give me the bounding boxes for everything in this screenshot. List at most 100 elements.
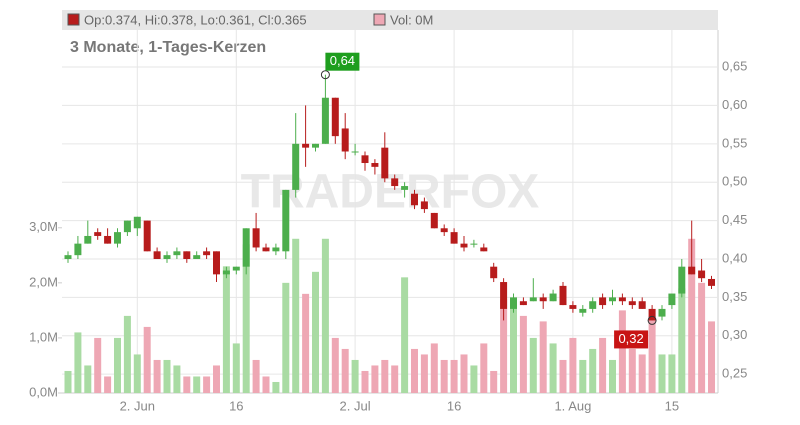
- candle-body: [480, 247, 488, 252]
- candle-body: [460, 243, 468, 248]
- candle-body: [688, 266, 696, 275]
- y-tick-label: 0,60: [722, 97, 747, 112]
- candle-body: [519, 301, 527, 306]
- y-tick-label: 0,65: [722, 58, 747, 73]
- volume-bar: [678, 288, 686, 393]
- volume-bar: [480, 343, 488, 393]
- legend-swatch: [67, 13, 80, 26]
- volume-bar: [599, 337, 607, 393]
- candle-body: [302, 143, 310, 148]
- x-tick-label: 1. Aug: [554, 398, 591, 413]
- volume-bar: [450, 359, 458, 393]
- candle-body: [74, 243, 82, 256]
- y-tick-label: 0,30: [722, 327, 747, 342]
- volume-bar: [312, 271, 319, 393]
- volume-bar: [688, 238, 696, 393]
- candle-body: [698, 270, 706, 279]
- volume-bar: [529, 337, 537, 393]
- chart-title: 3 Monate, 1-Tages-Kerzen: [70, 39, 266, 56]
- candle-body: [500, 282, 508, 309]
- y2-tick-label: 3,0M: [29, 219, 58, 234]
- candle-body: [153, 251, 161, 259]
- candle-body: [213, 251, 220, 275]
- candle-body: [193, 255, 201, 259]
- volume-bar: [341, 348, 349, 393]
- legend-bar: [62, 10, 718, 30]
- candle-body: [638, 301, 646, 309]
- candle-body: [420, 201, 428, 210]
- candle-body: [549, 293, 557, 302]
- candle-body: [440, 228, 448, 233]
- volume-bar: [321, 238, 329, 393]
- annotation-box: [614, 330, 649, 349]
- y2-tick-label: 0,0M: [29, 384, 58, 399]
- volume-bar: [232, 343, 240, 393]
- volume-bar: [262, 376, 270, 393]
- volume-bar: [361, 370, 369, 393]
- volume-bar: [609, 359, 616, 393]
- x-tick-label: 16: [447, 398, 461, 413]
- volume-bar: [698, 282, 706, 393]
- volume-bar: [460, 354, 468, 393]
- x-tick-label: 2. Jun: [120, 398, 155, 413]
- candle-body: [242, 228, 250, 267]
- volume-bar: [470, 365, 478, 393]
- candle-body: [618, 297, 626, 302]
- volume-bar: [84, 365, 92, 393]
- y-tick-label: 0,50: [722, 174, 747, 189]
- candle-body: [331, 97, 339, 137]
- legend-swatch: [373, 13, 386, 26]
- candle-body: [123, 220, 131, 233]
- candle-body: [559, 285, 567, 306]
- candle-body: [104, 235, 112, 244]
- x-tick-label: 16: [229, 398, 243, 413]
- y-tick-label: 0,45: [722, 212, 747, 227]
- candle-body: [658, 308, 666, 317]
- candle-body: [163, 255, 171, 259]
- volume-bar: [500, 299, 508, 393]
- x-tick-label: 2. Jul: [340, 398, 371, 413]
- volume-bar: [371, 365, 379, 393]
- candle-body: [183, 251, 191, 259]
- y2-tick-label: 2,0M: [29, 274, 58, 289]
- candle-body: [232, 266, 240, 271]
- candle-body: [579, 308, 587, 313]
- volume-bar: [549, 343, 557, 393]
- candle-body: [222, 270, 230, 275]
- volume-bar: [420, 354, 428, 393]
- candle-body: [708, 278, 715, 286]
- candle-body: [351, 151, 359, 153]
- candle-body: [678, 266, 686, 294]
- candle-body: [272, 247, 280, 252]
- annotation-label: 0,32: [618, 331, 643, 346]
- candle-body: [490, 266, 498, 279]
- candle-body: [510, 297, 517, 309]
- volume-bar: [272, 381, 280, 393]
- candle-body: [391, 178, 399, 187]
- candle-body: [430, 212, 438, 229]
- candle-body: [84, 235, 92, 244]
- volume-bar: [519, 315, 527, 393]
- candle-body: [94, 232, 102, 236]
- volume-bar: [163, 359, 171, 393]
- candle-body: [133, 216, 141, 229]
- volume-bar: [213, 365, 220, 393]
- y-tick-label: 0,40: [722, 250, 747, 265]
- volume-bar: [292, 238, 300, 393]
- volume-bar: [242, 244, 250, 393]
- volume-bar: [708, 321, 715, 393]
- volume-bar: [203, 376, 211, 393]
- y2-tick-label: 1,0M: [29, 329, 58, 344]
- candle-body: [64, 255, 72, 259]
- volume-bar: [153, 359, 161, 393]
- volume-bar: [618, 310, 626, 393]
- candle-body: [609, 297, 616, 302]
- volume-bar: [94, 337, 102, 393]
- volume-bar: [490, 370, 498, 393]
- volume-bar: [143, 326, 151, 393]
- volume-bar: [282, 282, 290, 393]
- candle-body: [569, 305, 577, 309]
- candle-body: [539, 297, 547, 302]
- watermark: TRADERFOX: [241, 166, 540, 219]
